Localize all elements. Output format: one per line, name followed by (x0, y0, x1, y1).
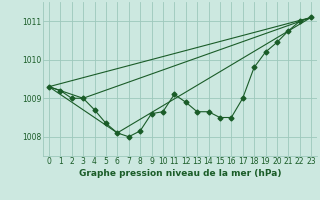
X-axis label: Graphe pression niveau de la mer (hPa): Graphe pression niveau de la mer (hPa) (79, 169, 281, 178)
